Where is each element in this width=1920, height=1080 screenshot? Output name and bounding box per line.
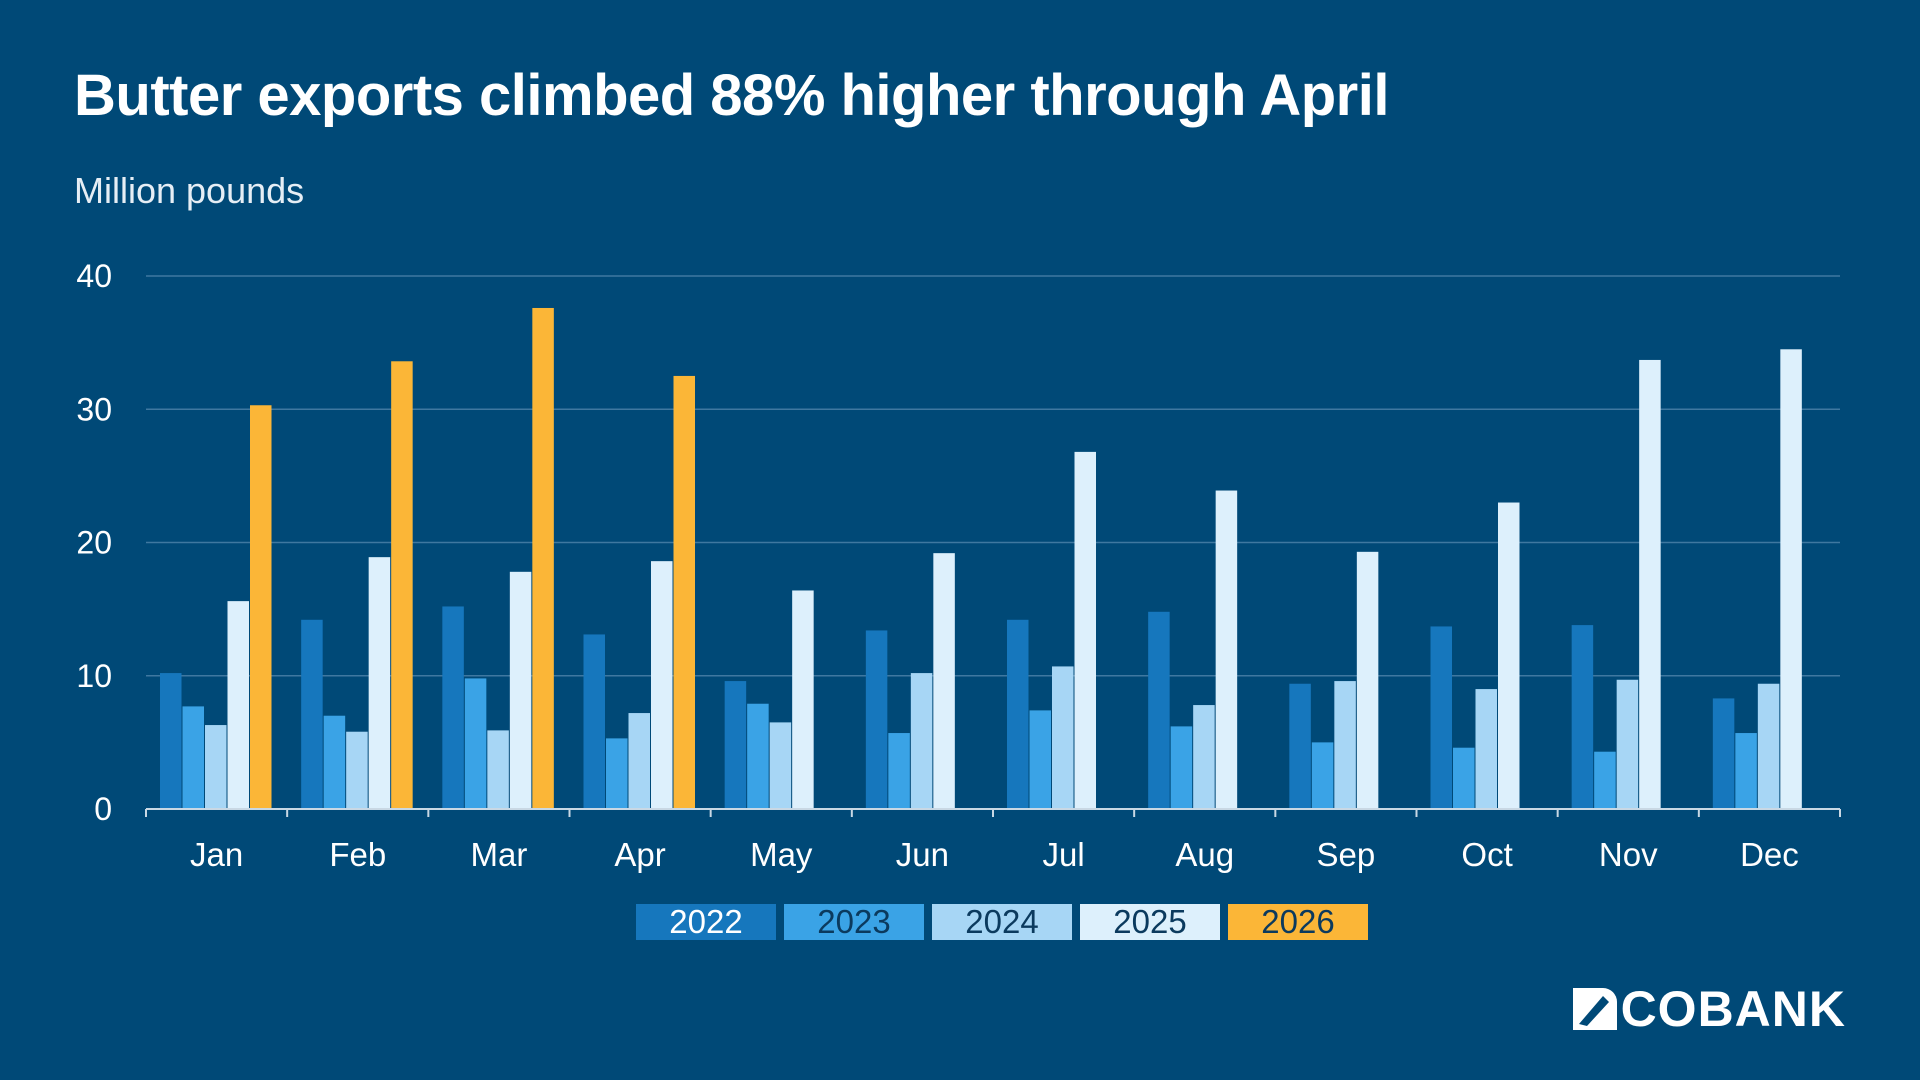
x-tick-label: Nov	[1599, 836, 1658, 873]
bar-2024-May	[769, 722, 792, 809]
bar-2024-Sep	[1334, 681, 1356, 809]
bar-2022-Jun	[865, 630, 888, 809]
bar-2023-Jun	[888, 733, 910, 809]
y-tick-label: 30	[76, 391, 112, 427]
bar-2025-May	[792, 590, 814, 809]
bar-2025-Oct	[1498, 502, 1520, 809]
x-tick-label: Oct	[1461, 836, 1512, 873]
bar-2024-Apr	[628, 713, 650, 809]
bar-2023-May	[747, 703, 769, 809]
bar-2023-Dec	[1735, 733, 1757, 809]
bar-2022-Sep	[1289, 683, 1311, 809]
legend-item-2022: 2022	[636, 904, 776, 940]
bar-2025-Dec	[1780, 349, 1802, 809]
bar-2023-Feb	[323, 715, 346, 809]
x-tick-label: Sep	[1317, 836, 1376, 873]
x-tick-label: Feb	[329, 836, 386, 873]
bar-2024-Feb	[346, 731, 368, 809]
bar-2024-Jan	[205, 725, 227, 809]
bar-2024-Jun	[910, 673, 933, 809]
legend-item-2025: 2025	[1080, 904, 1220, 940]
bar-2022-Jan	[160, 673, 182, 809]
bar-2025-Jun	[933, 553, 955, 809]
gridlines	[146, 275, 1840, 677]
bar-2025-Jan	[227, 601, 249, 809]
bar-2025-Sep	[1356, 551, 1379, 809]
bar-2022-Apr	[583, 634, 605, 809]
axes: 0 10 20 30 40 Jan Feb Mar Apr May Jun Jul Aug Sep Oct N…	[76, 258, 1841, 873]
legend-item-2023: 2023	[784, 904, 924, 940]
bar-2024-Aug	[1193, 705, 1215, 809]
bar-2022-Feb	[301, 619, 323, 809]
bar-2022-Oct	[1430, 626, 1452, 809]
legend-item-2026: 2026	[1228, 904, 1368, 940]
bar-2026-Feb	[391, 361, 413, 809]
x-tick-label: Mar	[470, 836, 527, 873]
bar-2025-Jul	[1074, 451, 1096, 809]
x-tick-label: Jul	[1042, 836, 1084, 873]
bar-2026-Mar	[532, 307, 554, 809]
bar-2025-Apr	[651, 561, 673, 809]
bar-2023-Nov	[1594, 751, 1616, 809]
bar-2024-Nov	[1616, 679, 1639, 809]
bar-2023-Sep	[1311, 742, 1334, 809]
x-tick-label: Jan	[190, 836, 243, 873]
cobank-logo-icon	[1572, 988, 1617, 1030]
bar-2024-Dec	[1757, 683, 1780, 809]
bar-2022-Jul	[1007, 619, 1029, 809]
y-tick-label: 40	[76, 258, 112, 294]
bar-2023-Apr	[606, 738, 628, 809]
bar-2025-Aug	[1215, 490, 1238, 809]
bar-2022-May	[724, 681, 747, 809]
y-axis-label: Million pounds	[74, 170, 305, 211]
bar-2025-Feb	[368, 557, 391, 809]
bar-chart: 0 10 20 30 40 Jan Feb Mar Apr May Jun Jul Aug Sep Oct N…	[76, 258, 1841, 873]
bar-2023-Oct	[1453, 747, 1475, 809]
bar-2026-Jan	[250, 405, 272, 809]
bars	[160, 307, 1802, 809]
x-tick-label: Jun	[896, 836, 949, 873]
bar-2022-Mar	[442, 606, 464, 809]
x-tick-label: Dec	[1740, 836, 1799, 873]
bar-2023-Aug	[1170, 726, 1193, 809]
bar-2023-Mar	[464, 678, 487, 809]
y-tick-label: 20	[76, 525, 112, 561]
bar-2022-Nov	[1571, 625, 1594, 809]
legend: 2022 2023 2024 2025 2026	[636, 904, 1368, 940]
bar-2023-Jan	[182, 706, 204, 809]
bar-2023-Jul	[1029, 710, 1051, 809]
bar-2024-Jul	[1052, 666, 1074, 809]
logo-text: COBANK	[1620, 981, 1846, 1037]
legend-item-2024: 2024	[932, 904, 1072, 940]
y-tick-label: 10	[76, 658, 112, 694]
x-tick-label: Aug	[1175, 836, 1234, 873]
bar-2022-Dec	[1712, 698, 1735, 809]
y-tick-label: 0	[94, 791, 112, 827]
chart-title: Butter exports climbed 88% higher throug…	[74, 63, 1389, 128]
bar-2024-Oct	[1475, 689, 1497, 809]
bar-2025-Nov	[1639, 359, 1661, 809]
bar-2025-Mar	[509, 571, 532, 809]
bar-2026-Apr	[673, 375, 695, 809]
x-tick-label: Apr	[614, 836, 665, 873]
bar-2024-Mar	[487, 730, 509, 809]
x-tick-label: May	[750, 836, 813, 873]
bar-2022-Aug	[1148, 611, 1170, 809]
logo: COBANK	[1572, 980, 1846, 1038]
